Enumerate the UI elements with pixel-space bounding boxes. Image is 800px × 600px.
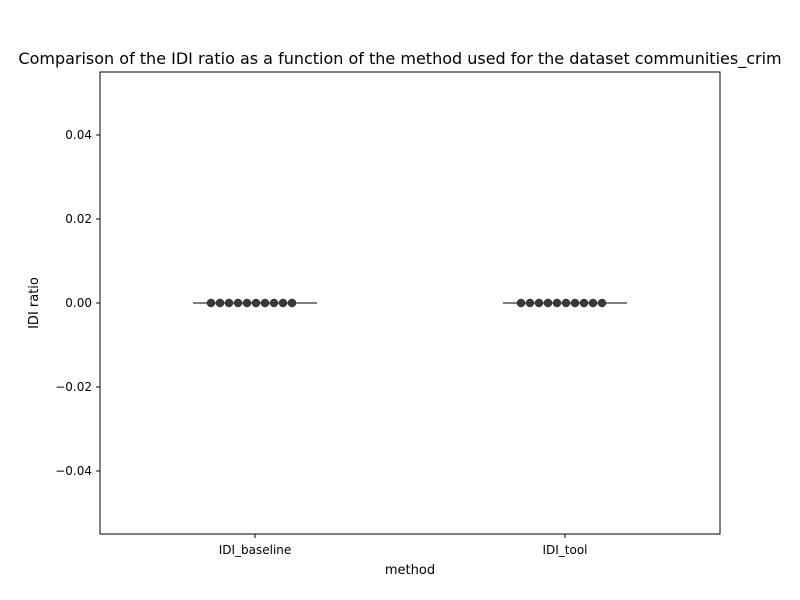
data-point [260,298,270,308]
x-tick-label: IDI_baseline [219,543,292,557]
data-point [251,298,261,308]
data-point [561,298,571,308]
y-axis-label: IDI ratio [27,277,42,329]
y-tick-label: 0.00 [65,296,92,310]
x-tick-label: IDI_tool [542,543,587,557]
data-point [588,298,598,308]
data-point [242,298,252,308]
data-point [552,298,562,308]
x-axis: IDI_baseline IDI_tool [219,534,588,557]
data-point [597,298,607,308]
data-point [233,298,243,308]
y-axis: −0.04 −0.02 0.00 0.02 0.04 [55,128,100,478]
data-point [579,298,589,308]
data-point [534,298,544,308]
data-point [525,298,535,308]
y-tick-label: 0.02 [65,212,92,226]
data-point [287,298,297,308]
data-point [206,298,216,308]
data-point [516,298,526,308]
data-point [543,298,553,308]
y-tick-label: −0.04 [55,464,92,478]
data-point [215,298,225,308]
chart-marks [193,298,627,308]
y-tick-label: 0.04 [65,128,92,142]
data-point [224,298,234,308]
data-point [269,298,279,308]
chart-title: Comparison of the IDI ratio as a functio… [18,49,781,69]
x-axis-label: method [385,563,435,578]
data-point [570,298,580,308]
data-point [278,298,288,308]
y-tick-label: −0.02 [55,380,92,394]
